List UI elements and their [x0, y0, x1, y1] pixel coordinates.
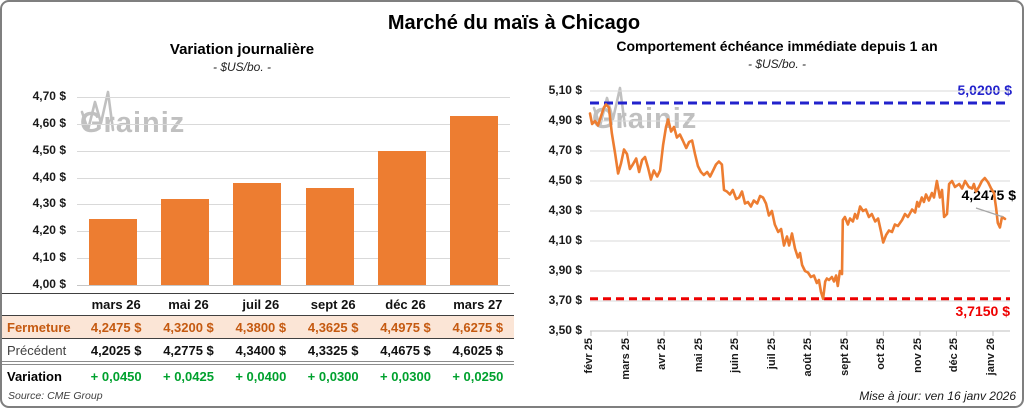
grainwiz-watermark: Grain iz — [592, 86, 698, 135]
row-label: Précédent — [7, 342, 67, 358]
bar-gridline — [77, 177, 510, 179]
line-x-axis-label: mars 25 — [619, 338, 632, 380]
table-cell: 4,3625 $ — [307, 319, 359, 335]
table-cell: 4,3400 $ — [235, 342, 287, 358]
line-y-axis-label: 4,30 $ — [548, 203, 582, 217]
table-cell: 4,4675 $ — [380, 342, 431, 358]
bar-gridline — [77, 97, 510, 98]
grainwiz-watermark: Grain iz — [80, 90, 186, 139]
line-x-axis-label: sept 25 — [838, 338, 851, 376]
line-x-axis-label: avr 25 — [656, 338, 669, 370]
table-row-fermeture: Fermeture 4,2475 $ 4,3200 $ 4,3800 $ 4,3… — [2, 316, 514, 339]
updated-note: Mise à jour: ven 16 janv 2026 — [859, 389, 1016, 403]
table-row-precedent: Précédent 4,2025 $ 4,2775 $ 4,3400 $ 4,3… — [2, 339, 514, 361]
table-row-variation: Variation + 0,0450 + 0,0425 + 0,0400 + 0… — [2, 365, 514, 387]
table-header-row: mars 26 mai 26 juil 26 sept 26 déc 26 ma… — [2, 293, 514, 316]
bar-mai 26 — [161, 199, 210, 285]
column-header: juil 26 — [242, 297, 280, 312]
price-line — [588, 103, 1007, 301]
line-x-axis-label: oct 25 — [875, 338, 888, 370]
line-x-axis-label: févr 25 — [583, 338, 595, 374]
table-cell: 4,6025 $ — [452, 342, 504, 358]
line-chart-subtitle: - $US/bo. - — [747, 57, 807, 71]
bar-sept 26 — [305, 187, 354, 285]
bar-gridline — [77, 285, 510, 286]
bar-mars 27 — [449, 116, 498, 285]
line-chart-title: Comportement échéance immédiate depuis 1… — [616, 38, 938, 54]
zigzag-line-icon — [80, 90, 115, 132]
bar-y-axis-label: 4,70 $ — [32, 89, 66, 103]
bar-y-axis-label: 4,50 $ — [32, 142, 66, 157]
bar-y-axis-label: 4,20 $ — [32, 223, 66, 238]
bar-gridline — [77, 231, 510, 233]
line-x-axis-label: août 25 — [802, 338, 815, 377]
bar-mars 26 — [89, 218, 138, 285]
line-y-axis-label: 3,50 $ — [548, 323, 582, 337]
line-x-axis-label: nov 25 — [911, 338, 924, 373]
line-chart-svg — [588, 90, 1010, 336]
line-y-axis-label: 3,90 $ — [548, 263, 582, 277]
bar-gridline — [77, 150, 510, 152]
row-label: Variation — [7, 368, 62, 384]
bar-gridline — [77, 204, 510, 206]
bar-y-axis-label: 4,30 $ — [32, 196, 66, 211]
column-header: mai 26 — [168, 297, 209, 312]
line-x-axis-label: déc 25 — [948, 338, 961, 373]
line-x-axis-label: juil 25 — [765, 338, 778, 370]
table-cell: + 0,0450 — [90, 368, 142, 384]
column-header: sept 26 — [310, 297, 356, 312]
bar-y-axis-label: 4,60 $ — [32, 115, 66, 130]
bar-gridline — [77, 258, 510, 260]
table-cell: 4,2025 $ — [90, 342, 142, 358]
table-cell: 4,2775 $ — [163, 342, 214, 358]
table-cell: + 0,0300 — [307, 368, 359, 384]
line-x-axis-label: janv 26 — [985, 338, 997, 376]
watermark-text: iz — [672, 103, 698, 135]
table-cell: 4,6275 $ — [452, 319, 504, 335]
table-cell: 4,3200 $ — [163, 319, 214, 335]
column-header: mars 27 — [453, 297, 503, 312]
bar-déc 26 — [377, 151, 426, 285]
table-separator — [2, 361, 514, 365]
bar-chart-subtitle: - $US/bo. - — [212, 60, 272, 74]
table-cell: 4,3800 $ — [235, 319, 287, 335]
column-header: mars 26 — [91, 297, 141, 312]
bar-y-axis-label: 4,10 $ — [32, 250, 66, 265]
line-x-axis-label: mai 25 — [692, 338, 705, 373]
source-note: Source: CME Group — [8, 390, 103, 402]
bar-juil 26 — [233, 182, 282, 285]
row-label: Fermeture — [7, 319, 71, 335]
line-x-axis-label: juin 25 — [729, 338, 742, 373]
table-cell: + 0,0300 — [380, 368, 431, 384]
line-y-axis-label: 4,90 $ — [548, 113, 582, 127]
bar-gridline — [77, 123, 510, 125]
table-cell: + 0,0425 — [163, 368, 214, 384]
table-cell: 4,2475 $ — [90, 319, 142, 335]
line-y-axis-label: 3,70 $ — [548, 293, 582, 307]
table-cell: 4,3325 $ — [307, 342, 359, 358]
low-line-label: 3,7150 $ — [955, 303, 1011, 319]
table-cell: + 0,0250 — [452, 368, 504, 384]
line-y-axis-label: 4,70 $ — [548, 143, 582, 157]
column-header: déc 26 — [385, 297, 426, 312]
table-cell: + 0,0400 — [235, 368, 287, 384]
bar-chart-title: Variation journalière — [169, 41, 315, 58]
bar-y-axis-label: 4,00 $ — [32, 277, 66, 291]
label-leader-line — [975, 207, 1004, 218]
bar-y-axis-label: 4,40 $ — [32, 169, 66, 184]
line-y-axis-label: 5,10 $ — [548, 83, 582, 97]
page-title: Marché du maïs à Chicago — [387, 12, 641, 34]
line-y-axis-label: 4,10 $ — [548, 233, 582, 247]
line-y-axis-label: 4,50 $ — [548, 173, 582, 187]
table-cell: 4,4975 $ — [380, 319, 431, 335]
watermark-text: iz — [160, 107, 186, 139]
high-line-label: 5,0200 $ — [957, 82, 1013, 98]
